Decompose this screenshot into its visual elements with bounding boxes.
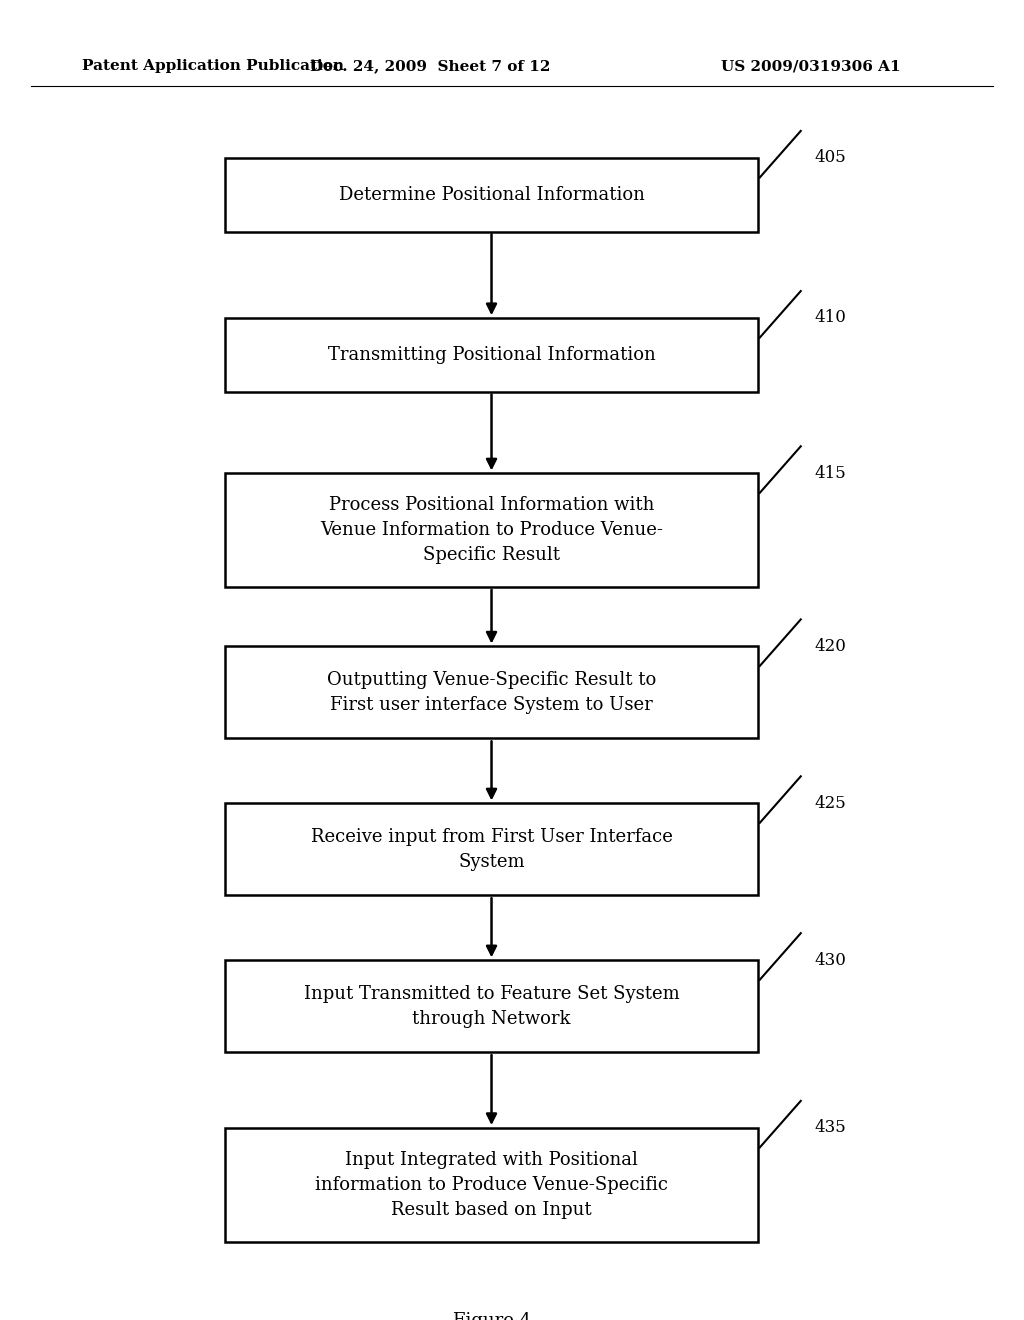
Bar <box>225 647 758 738</box>
Text: Outputting Venue-Specific Result to
First user interface System to User: Outputting Venue-Specific Result to Firs… <box>327 671 656 714</box>
Bar <box>225 804 758 895</box>
Text: Process Positional Information with
Venue Information to Produce Venue-
Specific: Process Positional Information with Venu… <box>321 496 663 564</box>
Text: 420: 420 <box>814 638 846 655</box>
Bar <box>225 1129 758 1242</box>
Text: Patent Application Publication: Patent Application Publication <box>82 59 344 74</box>
Text: 430: 430 <box>814 952 846 969</box>
Bar <box>225 960 758 1052</box>
Bar <box>225 158 758 231</box>
Text: Figure 4: Figure 4 <box>453 1312 530 1320</box>
Text: Dec. 24, 2009  Sheet 7 of 12: Dec. 24, 2009 Sheet 7 of 12 <box>310 59 550 74</box>
Text: Input Integrated with Positional
information to Produce Venue-Specific
Result ba: Input Integrated with Positional informa… <box>315 1151 668 1218</box>
Text: Transmitting Positional Information: Transmitting Positional Information <box>328 346 655 364</box>
Text: Determine Positional Information: Determine Positional Information <box>339 186 644 203</box>
Text: 405: 405 <box>814 149 846 166</box>
Text: 435: 435 <box>814 1119 846 1137</box>
Bar <box>225 474 758 587</box>
Bar <box>225 318 758 392</box>
Text: Receive input from First User Interface
System: Receive input from First User Interface … <box>310 828 673 871</box>
Text: 425: 425 <box>814 795 846 812</box>
Text: 415: 415 <box>814 465 846 482</box>
Text: US 2009/0319306 A1: US 2009/0319306 A1 <box>722 59 901 74</box>
Text: Input Transmitted to Feature Set System
through Network: Input Transmitted to Feature Set System … <box>304 985 679 1028</box>
Text: 410: 410 <box>814 309 846 326</box>
